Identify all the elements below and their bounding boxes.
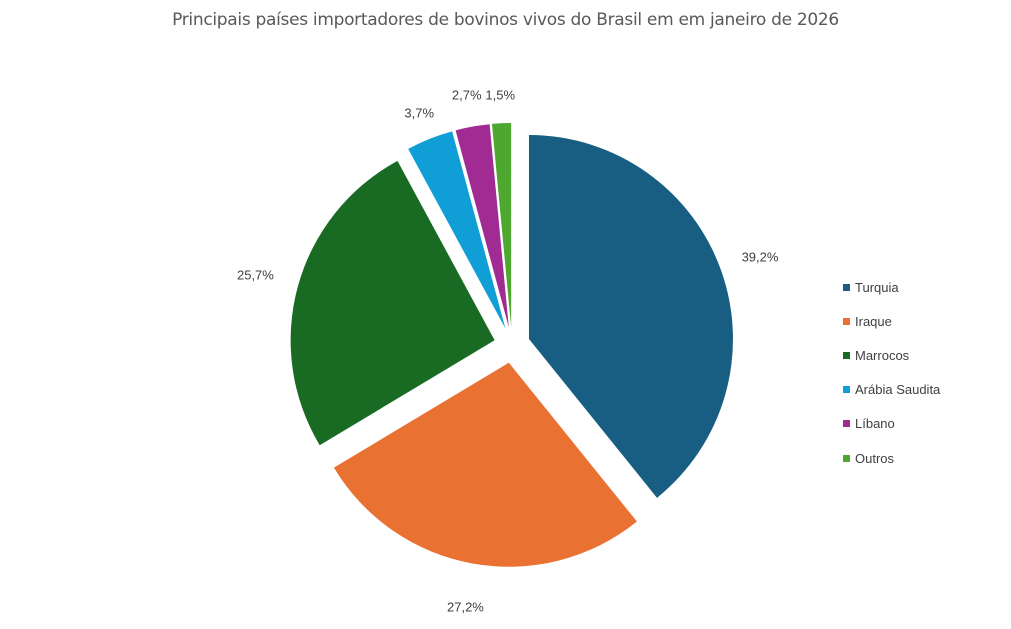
- legend-label: Iraque: [855, 313, 892, 329]
- pie-slice-marrocos: [290, 160, 495, 446]
- legend-item-iraque: Iraque: [843, 304, 940, 338]
- data-label-libano: 2,7%: [451, 87, 482, 103]
- legend-swatch: [843, 454, 850, 462]
- legend-item-arabia-saudita: Arábia Saudita: [843, 373, 940, 407]
- legend-item-outros: Outros: [843, 441, 940, 475]
- legend: Turquia Iraque Marrocos Arábia Saudita L…: [843, 270, 940, 475]
- legend-label: Outros: [855, 450, 895, 466]
- legend-swatch: [843, 317, 850, 325]
- pie-slice-outros: [491, 123, 512, 328]
- legend-label: Arábia Saudita: [855, 382, 941, 398]
- data-label-marrocos: 25,7%: [236, 267, 274, 283]
- data-label-turquia: 39,2%: [741, 249, 779, 265]
- chart-title: Principais países importadores de bovino…: [172, 10, 839, 30]
- legend-item-turquia: Turquia: [843, 270, 940, 304]
- legend-label: Líbano: [855, 416, 895, 432]
- legend-swatch: [843, 283, 850, 291]
- legend-item-libano: Líbano: [843, 407, 940, 441]
- legend-swatch: [843, 386, 850, 394]
- pie-slice-libano: [455, 124, 509, 328]
- pie-slice-iraque: [333, 362, 637, 567]
- pie-slice-arabia-saudita: [408, 131, 506, 329]
- legend-label: Turquia: [855, 279, 899, 295]
- data-label-arabia-saudita: 3,7%: [404, 105, 435, 121]
- data-label-outros: 1,5%: [485, 87, 516, 103]
- legend-label: Marrocos: [855, 347, 910, 363]
- legend-swatch: [843, 351, 850, 359]
- legend-item-marrocos: Marrocos: [843, 338, 940, 372]
- pie-slice-turquia: [528, 135, 733, 498]
- data-label-iraque: 27,2%: [447, 599, 484, 615]
- legend-swatch: [843, 420, 850, 428]
